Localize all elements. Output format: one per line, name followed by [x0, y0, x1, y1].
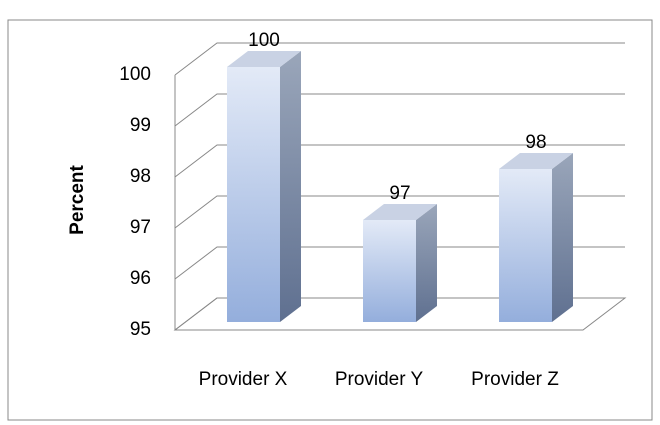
bar-side	[416, 204, 437, 322]
data-label: 97	[389, 183, 410, 204]
bar	[499, 153, 573, 322]
bar-top	[227, 51, 301, 67]
y-axis-label: Percent	[67, 164, 88, 234]
bar-side	[552, 153, 573, 322]
grid-line	[174, 297, 625, 331]
bar-top	[363, 204, 437, 220]
y-tick-label: 96	[130, 268, 151, 289]
bar-top	[499, 153, 573, 169]
grid-line	[174, 195, 625, 229]
y-tick-label: 97	[130, 217, 151, 238]
grid-line	[174, 42, 625, 76]
bar-front	[363, 220, 416, 322]
grid-line	[174, 246, 625, 280]
data-label: 98	[525, 132, 546, 153]
grid-line	[174, 93, 625, 127]
bar	[227, 51, 301, 322]
x-tick-label: Provider Z	[471, 369, 559, 390]
bar-front	[499, 169, 552, 322]
data-label: 100	[248, 30, 280, 51]
y-tick-label: 95	[130, 319, 151, 340]
x-tick-label: Provider X	[199, 369, 288, 390]
bar	[363, 204, 437, 322]
y-tick-label: 100	[119, 64, 151, 85]
y-tick-label: 98	[130, 166, 151, 187]
x-tick-label: Provider Y	[335, 369, 424, 390]
grid-line	[174, 144, 625, 178]
bar-front	[227, 67, 280, 322]
bar-side	[280, 51, 301, 322]
y-tick-label: 99	[130, 115, 151, 136]
